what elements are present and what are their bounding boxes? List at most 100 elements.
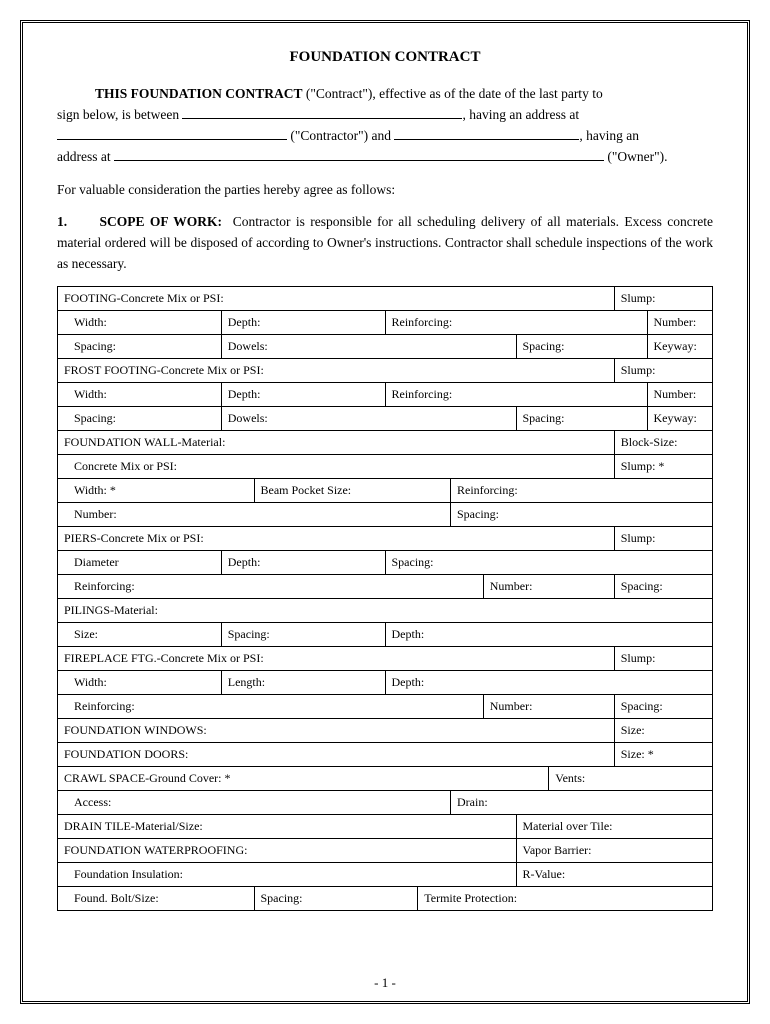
table-row: Width: Depth: Reinforcing: Number:: [58, 383, 713, 407]
cell-width3[interactable]: Width:: [58, 671, 222, 695]
cell-keyway[interactable]: Keyway:: [647, 335, 713, 359]
cell-number3[interactable]: Number:: [58, 503, 451, 527]
table-row: Width: Length: Depth:: [58, 671, 713, 695]
cell-width2[interactable]: Width:: [58, 383, 222, 407]
cell-spacing6[interactable]: Spacing:: [385, 551, 713, 575]
cell-spacing10[interactable]: Spacing:: [254, 887, 418, 911]
cell-crawl[interactable]: CRAWL SPACE-Ground Cover: *: [58, 767, 549, 791]
cell-spacing8[interactable]: Spacing:: [221, 623, 385, 647]
cell-reinforcing4[interactable]: Reinforcing:: [58, 575, 484, 599]
cell-cmix[interactable]: Concrete Mix or PSI:: [58, 455, 615, 479]
cell-width[interactable]: Width:: [58, 311, 222, 335]
table-row: Access: Drain:: [58, 791, 713, 815]
table-row: PILINGS-Material:: [58, 599, 713, 623]
cell-beam[interactable]: Beam Pocket Size:: [254, 479, 451, 503]
cell-fdoors[interactable]: FOUNDATION DOORS:: [58, 743, 615, 767]
cell-reinforcing[interactable]: Reinforcing:: [385, 311, 647, 335]
cell-number2[interactable]: Number:: [647, 383, 713, 407]
cell-dowels2[interactable]: Dowels:: [221, 407, 516, 431]
cell-termite[interactable]: Termite Protection:: [418, 887, 713, 911]
table-row: Foundation Insulation: R-Value:: [58, 863, 713, 887]
cell-fwall[interactable]: FOUNDATION WALL-Material:: [58, 431, 615, 455]
table-row: Width: * Beam Pocket Size: Reinforcing:: [58, 479, 713, 503]
cell-depth2[interactable]: Depth:: [221, 383, 385, 407]
cell-slump[interactable]: Slump:: [614, 287, 712, 311]
cell-depth3[interactable]: Depth:: [221, 551, 385, 575]
table-row: Reinforcing: Number: Spacing:: [58, 695, 713, 719]
cell-fwindows[interactable]: FOUNDATION WINDOWS:: [58, 719, 615, 743]
blank-party2[interactable]: [394, 126, 579, 140]
table-row: Concrete Mix or PSI: Slump: *: [58, 455, 713, 479]
blank-addr1[interactable]: [57, 126, 287, 140]
preamble-p2b: , having an: [579, 128, 639, 143]
cell-keyway2[interactable]: Keyway:: [647, 407, 713, 431]
cell-number5[interactable]: Number:: [483, 695, 614, 719]
cell-slump3[interactable]: Slump:: [614, 527, 712, 551]
cell-rvalue[interactable]: R-Value:: [516, 863, 713, 887]
cell-slump4[interactable]: Slump:: [614, 647, 712, 671]
table-row: Diameter Depth: Spacing:: [58, 551, 713, 575]
cell-drain[interactable]: Drain:: [451, 791, 713, 815]
table-row: FOOTING-Concrete Mix or PSI: Slump:: [58, 287, 713, 311]
cell-bolt[interactable]: Found. Bolt/Size:: [58, 887, 255, 911]
cell-matover[interactable]: Material over Tile:: [516, 815, 713, 839]
table-row: Number: Spacing:: [58, 503, 713, 527]
cell-reinforcing3[interactable]: Reinforcing:: [451, 479, 713, 503]
cell-access[interactable]: Access:: [58, 791, 451, 815]
cell-spacing4[interactable]: Spacing:: [516, 407, 647, 431]
table-row: FOUNDATION WALL-Material: Block-Size:: [58, 431, 713, 455]
cell-slump2[interactable]: Slump:: [614, 359, 712, 383]
cell-footing[interactable]: FOOTING-Concrete Mix or PSI:: [58, 287, 615, 311]
section-num: 1.: [57, 214, 67, 229]
blank-addr2[interactable]: [114, 147, 604, 161]
table-row: Spacing: Dowels: Spacing: Keyway:: [58, 407, 713, 431]
cell-finsul[interactable]: Foundation Insulation:: [58, 863, 517, 887]
cell-draintile[interactable]: DRAIN TILE-Material/Size:: [58, 815, 517, 839]
cell-pilings[interactable]: PILINGS-Material:: [58, 599, 713, 623]
table-row: FOUNDATION DOORS: Size: *: [58, 743, 713, 767]
preamble-p2a: ("Contractor") and: [287, 128, 394, 143]
cell-depth4[interactable]: Depth:: [385, 623, 713, 647]
page-border: FOUNDATION CONTRACT THIS FOUNDATION CONT…: [20, 20, 750, 1004]
table-row: DRAIN TILE-Material/Size: Material over …: [58, 815, 713, 839]
cell-fireplace[interactable]: FIREPLACE FTG.-Concrete Mix or PSI:: [58, 647, 615, 671]
cell-spacing5[interactable]: Spacing:: [451, 503, 713, 527]
cell-reinforcing2[interactable]: Reinforcing:: [385, 383, 647, 407]
table-row: Width: Depth: Reinforcing: Number:: [58, 311, 713, 335]
cell-depth[interactable]: Depth:: [221, 311, 385, 335]
table-row: Found. Bolt/Size: Spacing: Termite Prote…: [58, 887, 713, 911]
cell-spacing7[interactable]: Spacing:: [614, 575, 712, 599]
cell-depth5[interactable]: Depth:: [385, 671, 713, 695]
cell-reinforcing5[interactable]: Reinforcing:: [58, 695, 484, 719]
cell-number[interactable]: Number:: [647, 311, 713, 335]
cell-widthstar[interactable]: Width: *: [58, 479, 255, 503]
preamble: THIS FOUNDATION CONTRACT ("Contract"), e…: [57, 84, 713, 168]
cell-piers[interactable]: PIERS-Concrete Mix or PSI:: [58, 527, 615, 551]
cell-length[interactable]: Length:: [221, 671, 385, 695]
cell-size[interactable]: Size:: [58, 623, 222, 647]
cell-spacing9[interactable]: Spacing:: [614, 695, 712, 719]
cell-vapor[interactable]: Vapor Barrier:: [516, 839, 713, 863]
cell-frost[interactable]: FROST FOOTING-Concrete Mix or PSI:: [58, 359, 615, 383]
page-number: - 1 -: [23, 975, 747, 991]
blank-party1[interactable]: [182, 105, 462, 119]
cell-diameter[interactable]: Diameter: [58, 551, 222, 575]
cell-spacing[interactable]: Spacing:: [58, 335, 222, 359]
cell-waterproof[interactable]: FOUNDATION WATERPROOFING:: [58, 839, 517, 863]
cell-spacing2[interactable]: Spacing:: [516, 335, 647, 359]
cell-number4[interactable]: Number:: [483, 575, 614, 599]
cell-sizestar[interactable]: Size: *: [614, 743, 712, 767]
cell-vents[interactable]: Vents:: [549, 767, 713, 791]
document-title: FOUNDATION CONTRACT: [57, 49, 713, 66]
cell-blocksize[interactable]: Block-Size:: [614, 431, 712, 455]
intro-text: For valuable consideration the parties h…: [57, 182, 713, 198]
cell-dowels[interactable]: Dowels:: [221, 335, 516, 359]
cell-spacing3[interactable]: Spacing:: [58, 407, 222, 431]
table-row: FROST FOOTING-Concrete Mix or PSI: Slump…: [58, 359, 713, 383]
section-head: SCOPE OF WORK:: [99, 214, 222, 229]
table-row: Size: Spacing: Depth:: [58, 623, 713, 647]
cell-size2[interactable]: Size:: [614, 719, 712, 743]
cell-slumpstar[interactable]: Slump: *: [614, 455, 712, 479]
table-row: Reinforcing: Number: Spacing:: [58, 575, 713, 599]
table-row: PIERS-Concrete Mix or PSI: Slump:: [58, 527, 713, 551]
